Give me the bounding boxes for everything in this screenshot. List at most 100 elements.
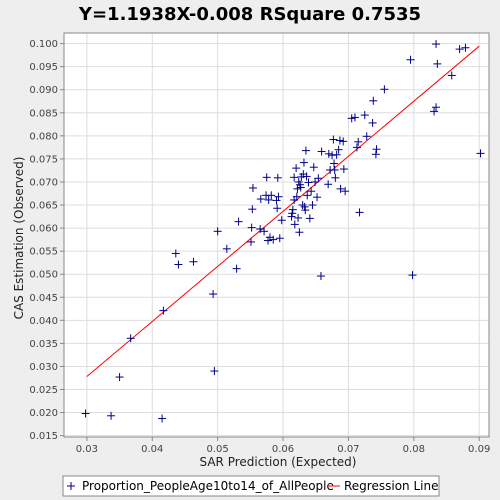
scatter-point	[222, 244, 231, 253]
scatter-point	[295, 228, 304, 237]
scatter-point	[461, 43, 470, 52]
scatter-point	[368, 118, 377, 127]
scatter-point	[305, 214, 314, 223]
gridlines	[64, 33, 489, 437]
y-tick-label: 0.090	[29, 85, 58, 96]
scatter-point	[159, 306, 168, 315]
scatter-point	[317, 147, 326, 156]
legend-box	[62, 475, 440, 497]
scatter-point	[408, 271, 417, 280]
scatter-point	[288, 209, 297, 218]
scatter-point	[189, 257, 198, 266]
scatter-point	[234, 217, 243, 226]
scatter-point	[247, 237, 255, 246]
y-axis-label: CAS Estimation (Observed)	[12, 157, 26, 320]
scatter-point	[292, 192, 301, 201]
y-tick-label: 0.080	[29, 131, 58, 142]
scatter-point	[174, 260, 183, 269]
scatter-point	[256, 195, 265, 204]
scatter-point	[248, 205, 257, 214]
scatter-point	[352, 143, 361, 152]
legend-label-regression: Regression Line	[344, 479, 438, 493]
y-tick-label: 0.085	[29, 108, 58, 119]
scatter-point	[296, 183, 305, 192]
scatter-point	[476, 149, 485, 158]
scatter-point	[335, 136, 344, 145]
y-tick-label: 0.075	[29, 154, 58, 165]
scatter-point	[274, 192, 283, 201]
scatter-point	[301, 146, 310, 155]
scatter-point	[158, 414, 167, 423]
scatter-point	[293, 184, 302, 193]
y-tick-label: 0.055	[29, 247, 58, 258]
scatter-point	[347, 114, 356, 123]
scatter-point	[299, 158, 308, 167]
scatter-point	[288, 205, 297, 214]
y-tick-label: 0.040	[29, 316, 58, 327]
x-tick-label: 0.06	[272, 444, 294, 455]
legend-marker-scatter	[67, 482, 75, 490]
y-tick-label: 0.020	[29, 408, 58, 419]
x-tick-label: 0.09	[468, 444, 490, 455]
scatter-point	[339, 137, 348, 146]
y-tick-label: 0.065	[29, 201, 58, 212]
plot-frame	[63, 32, 490, 438]
scatter-point	[301, 206, 310, 215]
scatter-point	[380, 85, 389, 94]
x-tick-label: 0.05	[207, 444, 229, 455]
scatter-point	[355, 208, 364, 217]
scatter-point	[300, 202, 309, 211]
y-tick-label: 0.050	[29, 270, 58, 281]
scatter-point	[267, 191, 276, 200]
scatter-point	[81, 409, 90, 418]
scatter-point	[329, 135, 338, 144]
scatter-point	[406, 55, 415, 64]
scatter-point	[302, 172, 311, 181]
scatter-point	[369, 96, 378, 105]
scatter-point	[332, 150, 341, 159]
scatter-point	[334, 145, 343, 154]
x-tick-label: 0.07	[337, 444, 359, 455]
scatter-point	[341, 187, 350, 196]
scatter-point	[277, 216, 286, 225]
scatter-point	[275, 234, 284, 243]
scatter-point	[248, 183, 257, 192]
scatter-point	[264, 195, 273, 204]
scatter-point	[309, 163, 318, 172]
legend: Proportion_PeopleAge10to14_of_AllPeople …	[62, 475, 440, 497]
scatter-point	[272, 196, 281, 205]
scatter-point	[294, 213, 303, 222]
y-tick-label: 0.070	[29, 177, 58, 188]
scatter-point	[313, 193, 322, 202]
scatter-point	[247, 223, 256, 232]
regression-layer	[86, 45, 480, 377]
scatter-point	[292, 164, 301, 173]
chart-title: Y=1.1938X-0.008 RSquare 0.7535	[78, 4, 421, 25]
legend-label-scatter: Proportion_PeopleAge10to14_of_AllPeople	[82, 479, 334, 493]
scatter-point	[430, 107, 439, 116]
scatter-point	[290, 220, 299, 229]
scatter-point	[432, 103, 441, 112]
plot-area	[63, 32, 490, 438]
scatter-point	[330, 165, 339, 174]
scatter-point	[298, 201, 307, 210]
y-tick-label: 0.100	[29, 39, 58, 50]
scatter-point	[171, 249, 180, 258]
y-tick-label: 0.060	[29, 224, 58, 235]
x-tick-label: 0.03	[76, 444, 98, 455]
scatter-point	[316, 272, 325, 281]
scatter-point	[354, 137, 363, 146]
x-tick-label: 0.04	[141, 444, 163, 455]
y-tick-label: 0.035	[29, 339, 58, 350]
y-tick-label: 0.015	[29, 431, 58, 442]
scatter-point	[262, 173, 271, 182]
scatter-point	[273, 204, 282, 213]
scatter-point	[126, 334, 135, 343]
scatter-point	[455, 45, 464, 54]
axis-ticks: 0.03 0.04 0.05 0.06 0.07 0.08 0.09 0.015 0.020 0.…	[29, 39, 490, 455]
scatter-point	[290, 173, 299, 182]
y-tick-label: 0.045	[29, 293, 58, 304]
scatter-point	[433, 59, 442, 68]
scatter-points	[81, 40, 485, 423]
